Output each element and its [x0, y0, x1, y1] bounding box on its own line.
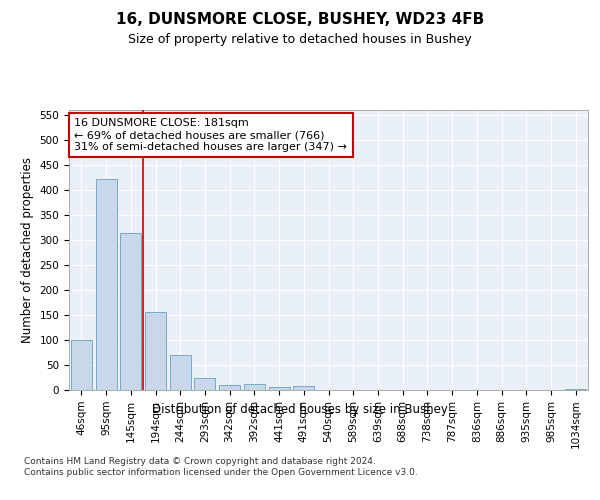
Bar	[120, 232, 141, 390]
Text: Contains HM Land Registry data © Crown copyright and database right 2024.
Contai: Contains HM Land Registry data © Crown c…	[24, 458, 418, 477]
Bar	[244, 384, 265, 390]
Bar	[219, 385, 240, 390]
Text: 16, DUNSMORE CLOSE, BUSHEY, WD23 4FB: 16, DUNSMORE CLOSE, BUSHEY, WD23 4FB	[116, 12, 484, 28]
Text: 16 DUNSMORE CLOSE: 181sqm
← 69% of detached houses are smaller (766)
31% of semi: 16 DUNSMORE CLOSE: 181sqm ← 69% of detac…	[74, 118, 347, 152]
Bar	[194, 378, 215, 390]
Text: Size of property relative to detached houses in Bushey: Size of property relative to detached ho…	[128, 32, 472, 46]
Bar	[269, 387, 290, 390]
Bar	[293, 386, 314, 390]
Y-axis label: Number of detached properties: Number of detached properties	[21, 157, 34, 343]
Bar	[95, 179, 116, 390]
Text: Distribution of detached houses by size in Bushey: Distribution of detached houses by size …	[152, 402, 448, 415]
Bar	[145, 312, 166, 390]
Bar	[565, 389, 586, 390]
Bar	[71, 340, 92, 390]
Bar	[170, 355, 191, 390]
